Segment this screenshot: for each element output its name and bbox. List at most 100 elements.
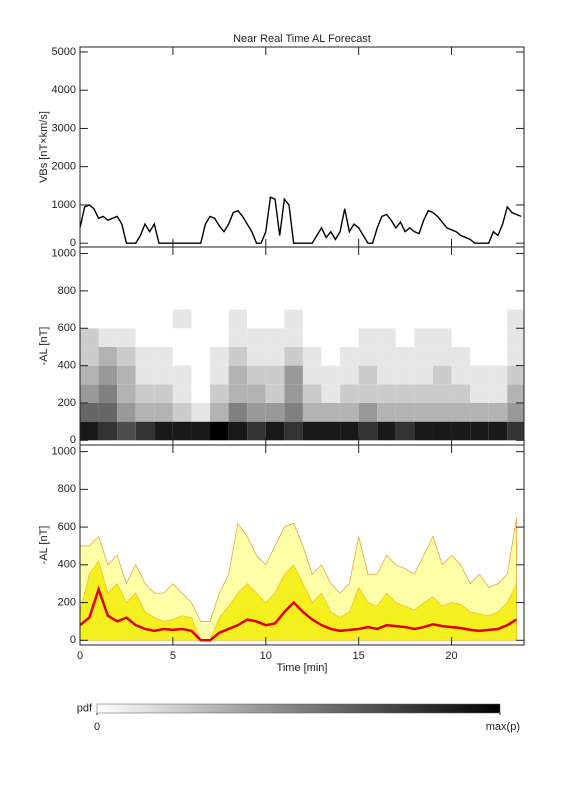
heat-cell	[117, 421, 136, 441]
heat-cell	[154, 421, 173, 441]
plot-area	[80, 517, 518, 642]
heat-cell	[414, 346, 433, 366]
heat-cell	[80, 384, 99, 403]
heat-cell	[470, 421, 489, 441]
colorbar	[96, 703, 501, 714]
heat-cell	[395, 421, 415, 441]
heat-cell	[488, 402, 508, 422]
heat-cell	[432, 309, 452, 329]
heat-cell	[172, 309, 192, 329]
heat-cell	[247, 402, 266, 422]
heat-cell	[191, 421, 211, 441]
heat-cell	[117, 365, 136, 385]
heat-cell	[470, 365, 489, 385]
y-tick-label: 1000	[52, 247, 76, 259]
heat-cell	[432, 346, 452, 366]
heat-cell	[154, 384, 173, 403]
y-tick-label: 0	[70, 434, 76, 446]
axes-frame	[79, 46, 525, 248]
heat-cell	[284, 309, 303, 329]
heat-cell	[395, 384, 415, 403]
heat-cell	[302, 328, 322, 347]
heat-cell	[432, 365, 452, 385]
y-tick-label: 1000	[52, 446, 76, 458]
heat-cell	[488, 384, 508, 403]
y-tick-label: 4000	[52, 84, 76, 96]
heat-cell	[172, 328, 192, 347]
heat-cell	[432, 402, 452, 422]
heat-cell	[377, 328, 396, 347]
heat-cell	[377, 309, 396, 329]
heat-cell	[172, 402, 192, 422]
heat-cell	[265, 365, 285, 385]
heat-cell	[191, 328, 211, 347]
y-tick-label: 0	[70, 237, 76, 249]
heat-cell	[340, 384, 359, 403]
heat-cell	[191, 309, 211, 329]
heat-cell	[117, 346, 136, 366]
axes-frame	[79, 444, 525, 646]
heat-cell	[302, 402, 322, 422]
heat-cell	[451, 421, 471, 441]
heat-cell	[395, 346, 415, 366]
heat-cell	[451, 309, 471, 329]
heat-cell	[340, 421, 359, 441]
line	[80, 196, 522, 244]
heat-cell	[80, 421, 99, 441]
x-tick-label: 10	[260, 650, 272, 662]
heat-cell	[135, 309, 155, 329]
y-tick-label: 1000	[52, 199, 76, 211]
heat-cell	[414, 328, 433, 347]
heat-cell	[154, 309, 173, 329]
heat-cell	[80, 328, 99, 347]
heat-cell	[98, 402, 118, 422]
heat-cell	[265, 346, 285, 366]
heat-cell	[302, 365, 322, 385]
heat-cell	[507, 328, 524, 347]
plot-area	[80, 196, 522, 244]
heat-cell	[321, 346, 341, 366]
heat-cell	[358, 421, 378, 441]
heat-cell	[228, 309, 248, 329]
heat-cell	[321, 328, 341, 347]
heat-cell	[451, 384, 471, 403]
heat-cell	[98, 384, 118, 403]
heat-cell	[321, 365, 341, 385]
colorbar-label: pdf	[77, 702, 93, 714]
heat-cell	[172, 346, 192, 366]
heat-cell	[117, 384, 136, 403]
heat-cell	[284, 365, 303, 385]
heat-cell	[377, 421, 396, 441]
heat-cell	[210, 402, 229, 422]
y-tick-label: 800	[58, 483, 76, 495]
heat-cell	[451, 402, 471, 422]
heat-cell	[395, 309, 415, 329]
heat-cell	[228, 365, 248, 385]
heat-cell	[321, 309, 341, 329]
heat-cell	[395, 365, 415, 385]
heat-cell	[210, 421, 229, 441]
heat-cell	[284, 402, 303, 422]
heat-cell	[228, 384, 248, 403]
heat-cell	[470, 346, 489, 366]
y-axis-label: VBs [nT×km/s]	[38, 111, 50, 183]
y-tick-label: 600	[58, 521, 76, 533]
heat-cell	[284, 346, 303, 366]
y-tick-label: 0	[70, 634, 76, 646]
heat-cell	[470, 309, 489, 329]
heat-cell	[228, 328, 248, 347]
heat-cell	[302, 309, 322, 329]
y-tick-label: 400	[58, 360, 76, 372]
heat-cell	[414, 309, 433, 329]
heat-cell	[228, 402, 248, 422]
heat-cell	[414, 402, 433, 422]
y-tick-label: 200	[58, 596, 76, 608]
x-tick-label: 20	[445, 650, 457, 662]
heat-cell	[135, 402, 155, 422]
heat-cell	[247, 421, 266, 441]
heat-cell	[358, 384, 378, 403]
heat-cell	[470, 402, 489, 422]
heat-cell	[135, 346, 155, 366]
heat-cell	[507, 309, 524, 329]
